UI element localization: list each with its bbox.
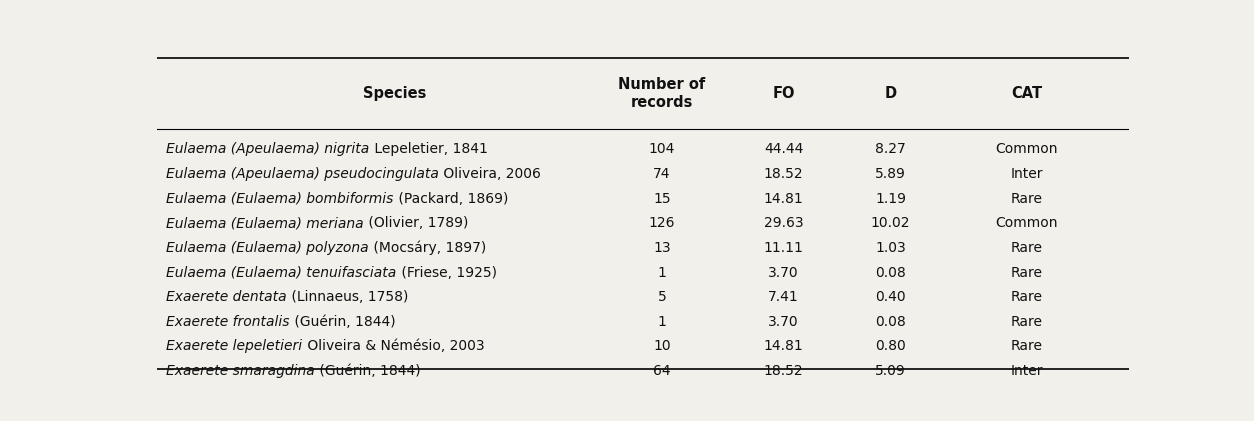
Text: Rare: Rare [1011,290,1042,304]
Text: Rare: Rare [1011,192,1042,206]
Text: Rare: Rare [1011,266,1042,280]
Text: Oliveira, 2006: Oliveira, 2006 [439,167,542,181]
Text: 1.03: 1.03 [875,241,905,255]
Text: Common: Common [996,142,1058,156]
Text: Eulaema (Apeulaema) pseudocingulata: Eulaema (Apeulaema) pseudocingulata [167,167,439,181]
Text: Rare: Rare [1011,241,1042,255]
Text: Number of
records: Number of records [618,77,706,109]
Text: (Friese, 1925): (Friese, 1925) [396,266,497,280]
Text: 29.63: 29.63 [764,216,804,230]
Text: 5.09: 5.09 [875,364,905,378]
Text: Exaerete dentata: Exaerete dentata [167,290,287,304]
Text: 8.27: 8.27 [875,142,905,156]
Text: 64: 64 [653,364,671,378]
Text: 1.19: 1.19 [875,192,905,206]
Text: Rare: Rare [1011,339,1042,354]
Text: Eulaema (Apeulaema) nigrita: Eulaema (Apeulaema) nigrita [167,142,370,156]
Text: 126: 126 [648,216,676,230]
Text: (Guérin, 1844): (Guérin, 1844) [315,364,421,378]
Text: D: D [884,86,897,101]
Text: Eulaema (Eulaema) polyzona: Eulaema (Eulaema) polyzona [167,241,369,255]
Text: (Mocsáry, 1897): (Mocsáry, 1897) [369,241,487,255]
Text: 7.41: 7.41 [769,290,799,304]
Text: (Guérin, 1844): (Guérin, 1844) [290,315,395,329]
Text: Rare: Rare [1011,315,1042,329]
Text: 44.44: 44.44 [764,142,804,156]
Text: Oliveira & Némésio, 2003: Oliveira & Némésio, 2003 [302,339,484,354]
Text: Lepeletier, 1841: Lepeletier, 1841 [370,142,488,156]
Text: 15: 15 [653,192,671,206]
Text: Common: Common [996,216,1058,230]
Text: 5: 5 [658,290,666,304]
Text: Inter: Inter [1011,364,1043,378]
Text: FO: FO [772,86,795,101]
Text: Eulaema (Eulaema) tenuifasciata: Eulaema (Eulaema) tenuifasciata [167,266,396,280]
Text: Exaerete frontalis: Exaerete frontalis [167,315,290,329]
Text: Eulaema (Eulaema) meriana: Eulaema (Eulaema) meriana [167,216,364,230]
Text: 0.08: 0.08 [875,266,905,280]
Text: 10.02: 10.02 [870,216,910,230]
Text: 18.52: 18.52 [764,364,804,378]
Text: Species: Species [364,86,426,101]
Text: 1: 1 [657,315,667,329]
Text: Inter: Inter [1011,167,1043,181]
Text: 0.08: 0.08 [875,315,905,329]
Text: 0.40: 0.40 [875,290,905,304]
Text: Exaerete lepeletieri: Exaerete lepeletieri [167,339,302,354]
Text: 0.80: 0.80 [875,339,905,354]
Text: (Olivier, 1789): (Olivier, 1789) [364,216,469,230]
Text: 104: 104 [648,142,676,156]
Text: Exaerete smaragdina: Exaerete smaragdina [167,364,315,378]
Text: (Linnaeus, 1758): (Linnaeus, 1758) [287,290,409,304]
Text: CAT: CAT [1011,86,1042,101]
Text: Eulaema (Eulaema) bombiformis: Eulaema (Eulaema) bombiformis [167,192,394,206]
Text: (Packard, 1869): (Packard, 1869) [394,192,508,206]
Text: 3.70: 3.70 [769,266,799,280]
Text: 74: 74 [653,167,671,181]
Text: 3.70: 3.70 [769,315,799,329]
Text: 14.81: 14.81 [764,192,804,206]
Text: 11.11: 11.11 [764,241,804,255]
Text: 10: 10 [653,339,671,354]
Text: 13: 13 [653,241,671,255]
Text: 14.81: 14.81 [764,339,804,354]
Text: 5.89: 5.89 [875,167,905,181]
Text: 1: 1 [657,266,667,280]
Text: 18.52: 18.52 [764,167,804,181]
